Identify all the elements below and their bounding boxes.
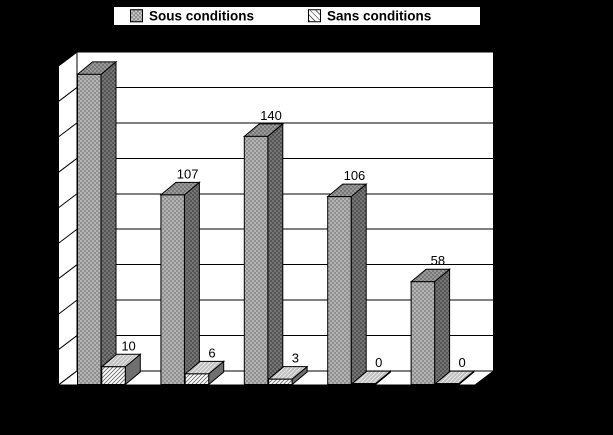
bar-sans-1-front [184, 373, 210, 385]
data-label: 0 [459, 355, 466, 370]
legend-item-sous-conditions: Sous conditions [130, 9, 254, 23]
bar-sous-0-side [100, 60, 117, 386]
gridline-wall-tick [58, 335, 78, 350]
legend-swatch-sans-icon [308, 9, 321, 23]
bar-sous-0-front [77, 73, 102, 386]
gridline-wall-tick [58, 264, 78, 280]
bar-sous-4-side [434, 268, 451, 386]
data-label: 107 [177, 166, 199, 181]
data-label: 58 [431, 253, 445, 268]
bar-sous-3-side [350, 183, 367, 386]
gridline-wall-tick [58, 122, 78, 138]
data-label: 10 [121, 338, 135, 353]
gridline-wall-tick [58, 299, 78, 315]
data-label: 6 [208, 345, 215, 360]
legend-swatch-sous-icon [130, 9, 143, 23]
bar-sans-3-front [351, 383, 376, 386]
bar-sous-1-front [160, 194, 185, 385]
data-label: 140 [260, 108, 282, 123]
bar-sans-0-front [101, 366, 126, 386]
data-label: 3 [292, 351, 299, 366]
bar-sous-3-front [327, 196, 352, 385]
bar-sous-1-side [183, 181, 200, 386]
gridline-wall-tick [58, 193, 78, 209]
bar-sans-4-front [434, 383, 460, 386]
bar-sous-2-side [267, 122, 284, 386]
gridline-wall-tick [58, 157, 78, 173]
wall-left [58, 50, 78, 387]
bar-sous-4-front [410, 281, 436, 385]
bar-sous-2-front [243, 135, 269, 385]
gridline-wall-tick [58, 228, 78, 244]
chart-legend: Sous conditions Sans conditions [112, 5, 482, 27]
gridline-wall-tick [58, 87, 78, 102]
legend-label-sous: Sous conditions [149, 8, 255, 24]
legend-item-sans-conditions: Sans conditions [308, 9, 431, 23]
legend-label-sans: Sans conditions [327, 8, 432, 24]
bar-sans-2-front [268, 378, 293, 386]
data-label: 0 [375, 355, 382, 370]
gridline-wall-tick [58, 51, 78, 67]
data-label: 106 [344, 168, 366, 183]
